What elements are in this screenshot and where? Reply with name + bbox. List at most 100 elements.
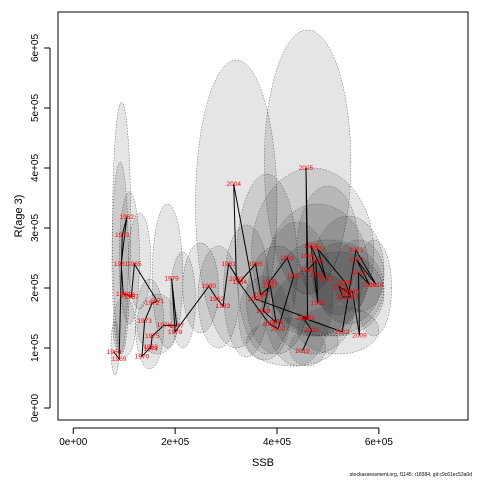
- uncertainty-ellipses: [110, 29, 392, 376]
- x-tick-label: 6e+05: [365, 437, 394, 448]
- year-label: 2023: [349, 247, 364, 254]
- confidence-ellipse: [251, 167, 375, 337]
- year-label: 1965: [127, 261, 142, 268]
- year-label: 2017: [349, 257, 364, 264]
- y-tick-label: 3e+05: [30, 214, 41, 243]
- year-label: 1976: [157, 322, 172, 329]
- year-label: 2021: [296, 315, 311, 322]
- confidence-ellipse: [261, 221, 334, 367]
- confidence-ellipse: [271, 269, 354, 355]
- year-label: 1992: [287, 273, 302, 280]
- confidence-ellipse: [110, 320, 120, 376]
- year-label: 2004: [226, 181, 241, 188]
- year-label: 1996: [308, 258, 323, 265]
- year-label: 2009: [352, 332, 367, 339]
- year-label: 1961: [114, 261, 129, 268]
- y-axis-title: R(age 3): [13, 195, 25, 238]
- year-label: 2007: [311, 246, 326, 253]
- y-tick-label: 4e+05: [30, 154, 41, 183]
- year-label: 1977: [169, 323, 184, 330]
- year-label: 1986: [253, 292, 268, 299]
- year-label: 1963: [115, 232, 130, 239]
- confidence-ellipse: [246, 317, 339, 367]
- year-label: 1966: [121, 292, 136, 299]
- year-label: 1969: [112, 356, 127, 363]
- year-label: 1967: [124, 294, 139, 301]
- year-label: 1978: [168, 329, 183, 336]
- year-label: 1998: [311, 300, 326, 307]
- year-label: 2005: [299, 165, 314, 172]
- year-label: 1964: [116, 291, 131, 298]
- year-label: 1968: [143, 344, 158, 351]
- year-label: 2002: [319, 276, 334, 283]
- x-tick-label: 0e+00: [59, 437, 88, 448]
- x-tick-label: 4e+05: [263, 437, 292, 448]
- year-label: 1970: [135, 353, 150, 360]
- confidence-ellipse: [312, 215, 385, 325]
- year-label: 1974: [143, 346, 158, 353]
- year-label: 1982: [210, 296, 225, 303]
- confidence-ellipse: [197, 245, 240, 349]
- confidence-ellipse: [355, 239, 392, 337]
- year-label: 1979: [164, 275, 179, 282]
- confidence-ellipse: [128, 212, 151, 310]
- year-label: 1993: [300, 315, 315, 322]
- year-label: 1991: [280, 255, 295, 262]
- y-axis: 0e+00 1e+05 2e+05 3e+05 4e+05 5e+05 6e+05: [30, 34, 51, 422]
- year-label: 1985: [248, 261, 263, 268]
- y-tick-label: 5e+05: [30, 94, 41, 123]
- x-axis-title: SSB: [252, 457, 274, 469]
- year-label: 1990: [262, 279, 277, 286]
- confidence-ellipse: [136, 293, 178, 355]
- year-label: 1980: [202, 283, 217, 290]
- year-label: 2018: [369, 282, 384, 289]
- footer-caption: stockassessment.org, f1145; r18384, git:…: [349, 472, 472, 478]
- year-label: 1960: [107, 349, 122, 356]
- confidence-ellipse: [112, 101, 132, 355]
- year-label: 2000: [271, 326, 286, 333]
- year-label: 1999: [304, 243, 319, 250]
- year-label: 1988: [269, 319, 284, 326]
- year-label: 1984: [233, 279, 248, 286]
- confidence-ellipse: [266, 203, 369, 337]
- year-label: 2011: [336, 294, 350, 301]
- year-label: 1983: [216, 303, 231, 310]
- year-label: 1975: [145, 333, 160, 340]
- year-label: 1973: [137, 318, 152, 325]
- year-label: 2013: [341, 289, 356, 296]
- confidence-ellipse: [182, 242, 219, 334]
- confidence-ellipse: [289, 329, 326, 367]
- confidence-ellipse: [264, 29, 352, 295]
- year-label: 2014: [351, 270, 366, 277]
- year-label: 2006: [248, 296, 263, 303]
- year-label: 1989: [256, 308, 271, 315]
- year-label: 2003: [229, 276, 244, 283]
- confidence-ellipse: [238, 275, 290, 361]
- year-label: 1995: [300, 267, 315, 274]
- year-label: 1994: [300, 253, 315, 260]
- trajectory-line: [113, 167, 377, 361]
- year-label: 1987: [263, 283, 278, 290]
- year-label: 2010: [344, 294, 359, 301]
- confidence-ellipse: [112, 296, 136, 358]
- x-axis: 0e+00 2e+05 4e+05 6e+05: [59, 427, 394, 448]
- year-label: 2019: [295, 348, 310, 355]
- year-label: 2012: [332, 284, 347, 291]
- year-label: 2001: [262, 321, 277, 328]
- confidence-ellipse: [292, 251, 385, 337]
- year-label: 2020: [304, 327, 319, 334]
- plot-frame: [57, 11, 469, 421]
- year-label: 2022: [335, 329, 350, 336]
- year-label: 1981: [221, 261, 236, 268]
- year-label: 2008: [338, 280, 353, 287]
- year-label: 2016: [362, 282, 377, 289]
- confidence-ellipse: [118, 191, 140, 325]
- year-label: 1962: [120, 214, 135, 221]
- y-tick-label: 6e+05: [30, 34, 41, 63]
- y-tick-label: 2e+05: [30, 274, 41, 303]
- y-tick-label: 1e+05: [30, 334, 41, 363]
- year-label: 1972: [145, 300, 160, 307]
- trajectory-path: [113, 167, 377, 361]
